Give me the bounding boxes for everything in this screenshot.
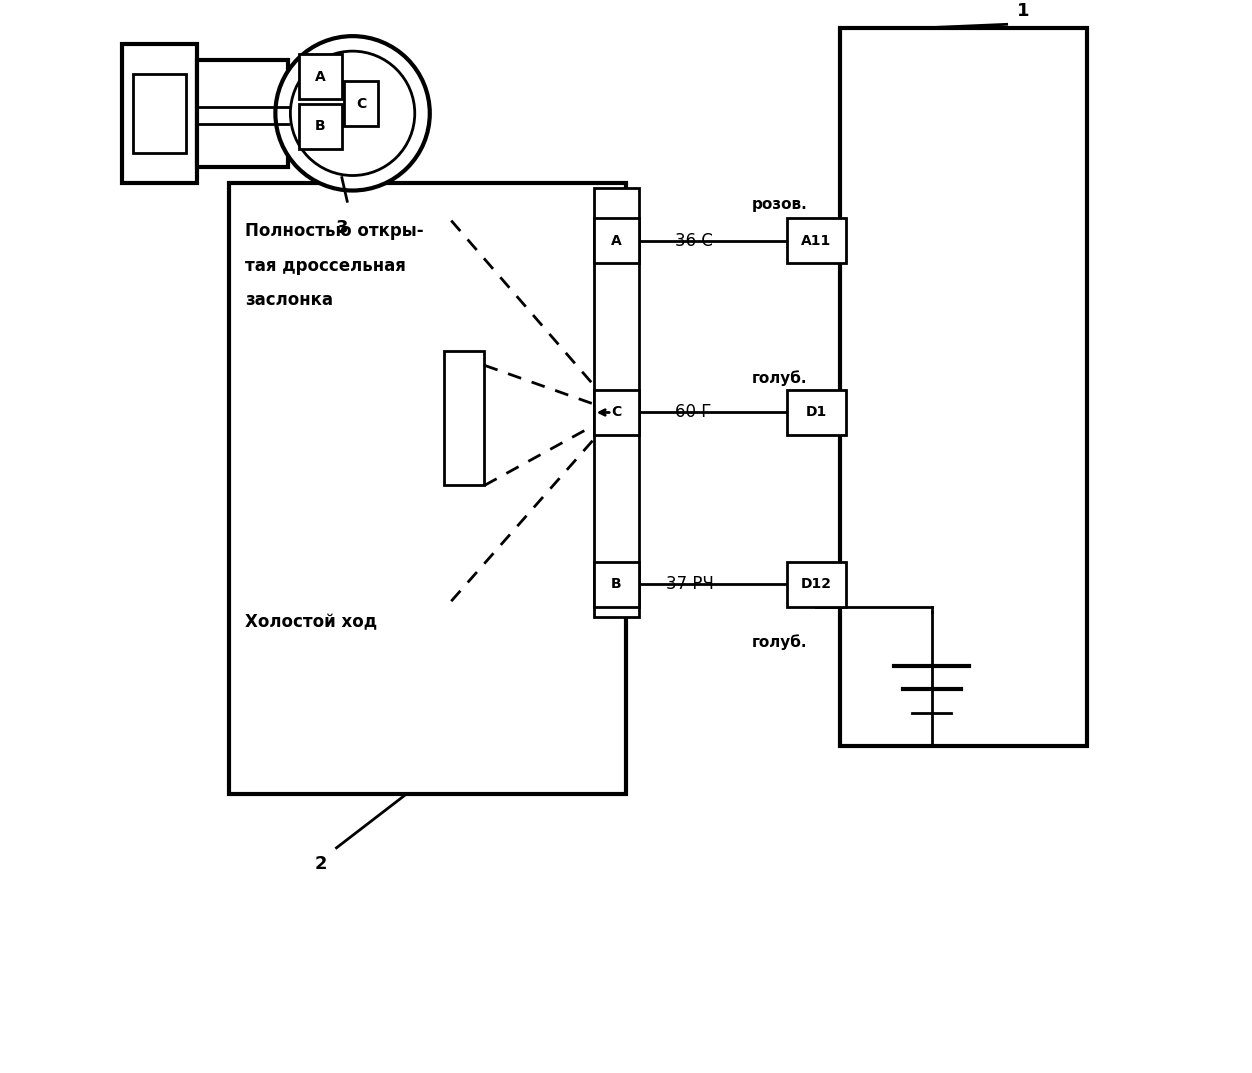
Circle shape [275,36,429,191]
Text: D1: D1 [806,406,828,420]
Text: 36 С: 36 С [675,232,712,250]
FancyBboxPatch shape [593,561,639,606]
Text: B: B [316,119,326,133]
FancyBboxPatch shape [229,183,626,794]
Text: Полностью откры-: Полностью откры- [245,222,424,240]
Text: C: C [356,97,367,111]
Text: 60 Г: 60 Г [675,403,711,422]
Circle shape [290,52,414,176]
Text: тая дроссельная: тая дроссельная [245,256,406,275]
FancyBboxPatch shape [133,74,187,153]
Text: голуб.: голуб. [751,634,808,650]
Text: A: A [611,234,622,248]
FancyBboxPatch shape [299,55,342,100]
FancyBboxPatch shape [786,219,846,264]
Text: розов.: розов. [751,197,808,212]
Text: 3: 3 [336,220,348,237]
FancyBboxPatch shape [786,561,846,606]
Text: 1: 1 [1017,2,1029,20]
FancyBboxPatch shape [786,389,846,435]
FancyBboxPatch shape [443,351,485,485]
FancyBboxPatch shape [840,28,1087,746]
FancyBboxPatch shape [299,104,342,149]
FancyBboxPatch shape [593,219,639,264]
Text: A11: A11 [801,234,831,248]
Text: Холостой ход: Холостой ход [245,614,377,632]
FancyBboxPatch shape [197,60,288,167]
Text: заслонка: заслонка [245,291,333,309]
Text: 2: 2 [314,855,327,873]
Text: C: C [611,406,621,420]
Text: 37 РЧ: 37 РЧ [666,575,715,593]
Text: B: B [611,577,622,591]
Text: D12: D12 [801,577,831,591]
Text: голуб.: голуб. [751,370,808,386]
FancyBboxPatch shape [344,82,378,127]
FancyBboxPatch shape [593,389,639,435]
Text: A: A [316,70,326,84]
FancyBboxPatch shape [593,189,639,617]
FancyBboxPatch shape [121,44,197,183]
